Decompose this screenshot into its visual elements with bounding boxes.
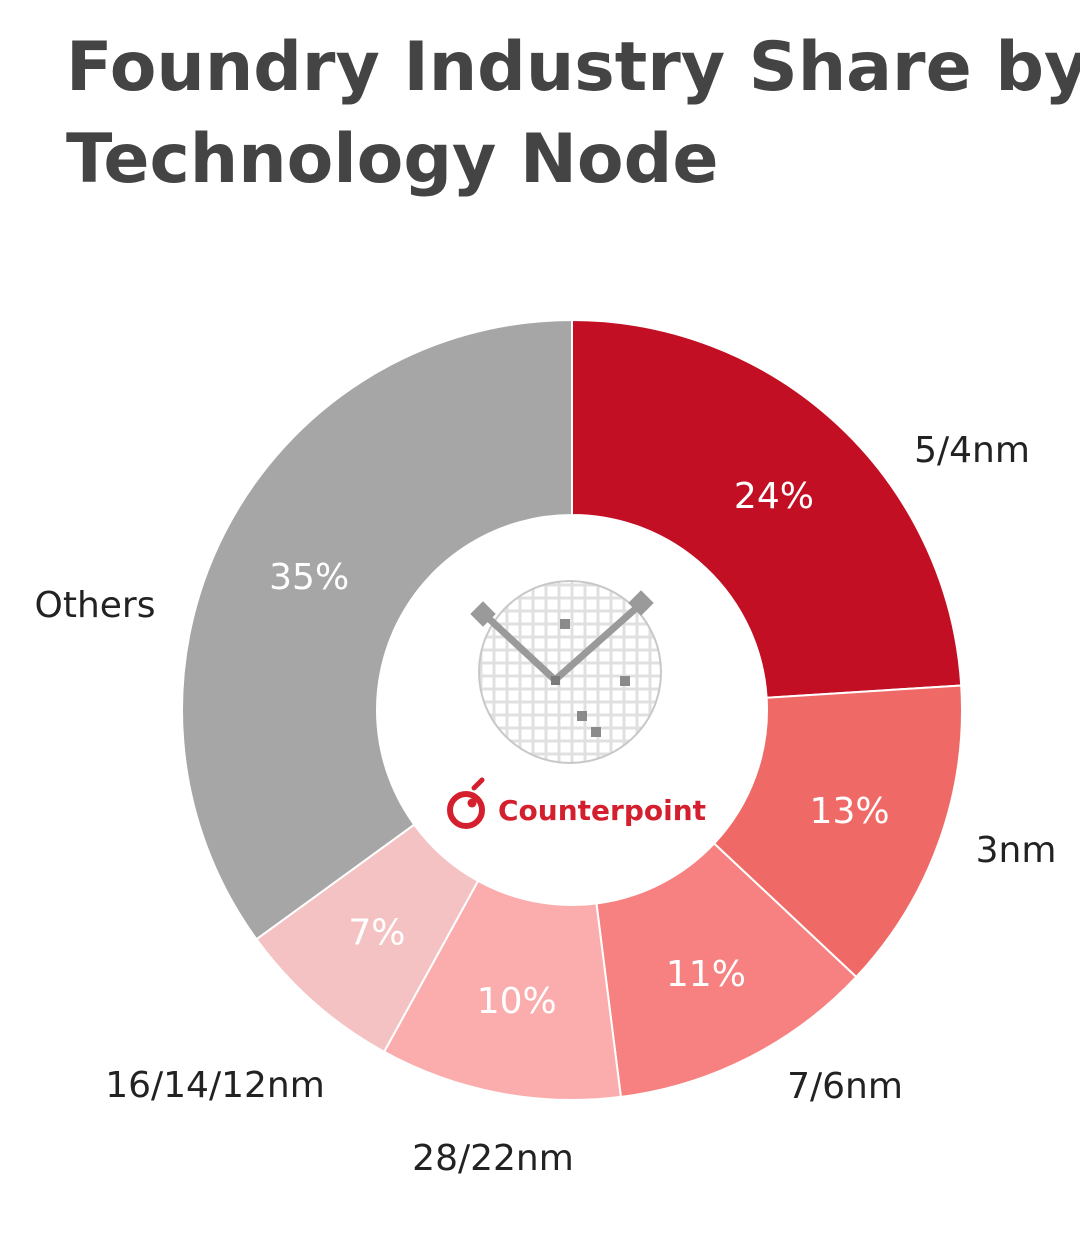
chart-title: Foundry Industry Share by Technology Nod…	[66, 22, 1080, 206]
category-label-7-6nm: 7/6nm	[787, 1066, 903, 1107]
category-label-16-14-12nm: 16/14/12nm	[105, 1065, 325, 1106]
category-label-5-4nm: 5/4nm	[914, 430, 1030, 471]
category-label-others: Others	[35, 585, 156, 626]
value-label-28-22nm: 10%	[477, 981, 557, 1022]
slice-5-4nm	[571, 318, 963, 699]
category-labels: 5/4nm 3nm 7/6nm 28/22nm 16/14/12nm Others	[35, 430, 1057, 1179]
category-label-3nm: 3nm	[976, 830, 1057, 871]
logo-text: Counterpoint	[498, 794, 706, 827]
slice-others	[181, 318, 573, 941]
value-label-7-6nm: 11%	[666, 954, 746, 995]
counterpoint-logo: Counterpoint	[447, 777, 706, 829]
percentage-labels: 24% 13% 11% 10% 7% 35%	[269, 476, 889, 1022]
value-label-16-14-12nm: 7%	[348, 912, 405, 953]
donut-slices	[181, 318, 963, 1101]
chart-title-line-2: Technology Node	[66, 120, 719, 199]
chart-title-line-1: Foundry Industry Share by	[66, 28, 1080, 107]
value-label-others: 35%	[269, 557, 349, 598]
value-label-5-4nm: 24%	[734, 476, 814, 517]
category-label-28-22nm: 28/22nm	[412, 1138, 574, 1179]
wafer-clock-icon	[470, 580, 662, 764]
slice-3nm	[712, 684, 963, 979]
value-label-3nm: 13%	[810, 791, 890, 832]
slice-7-6nm	[595, 842, 858, 1099]
